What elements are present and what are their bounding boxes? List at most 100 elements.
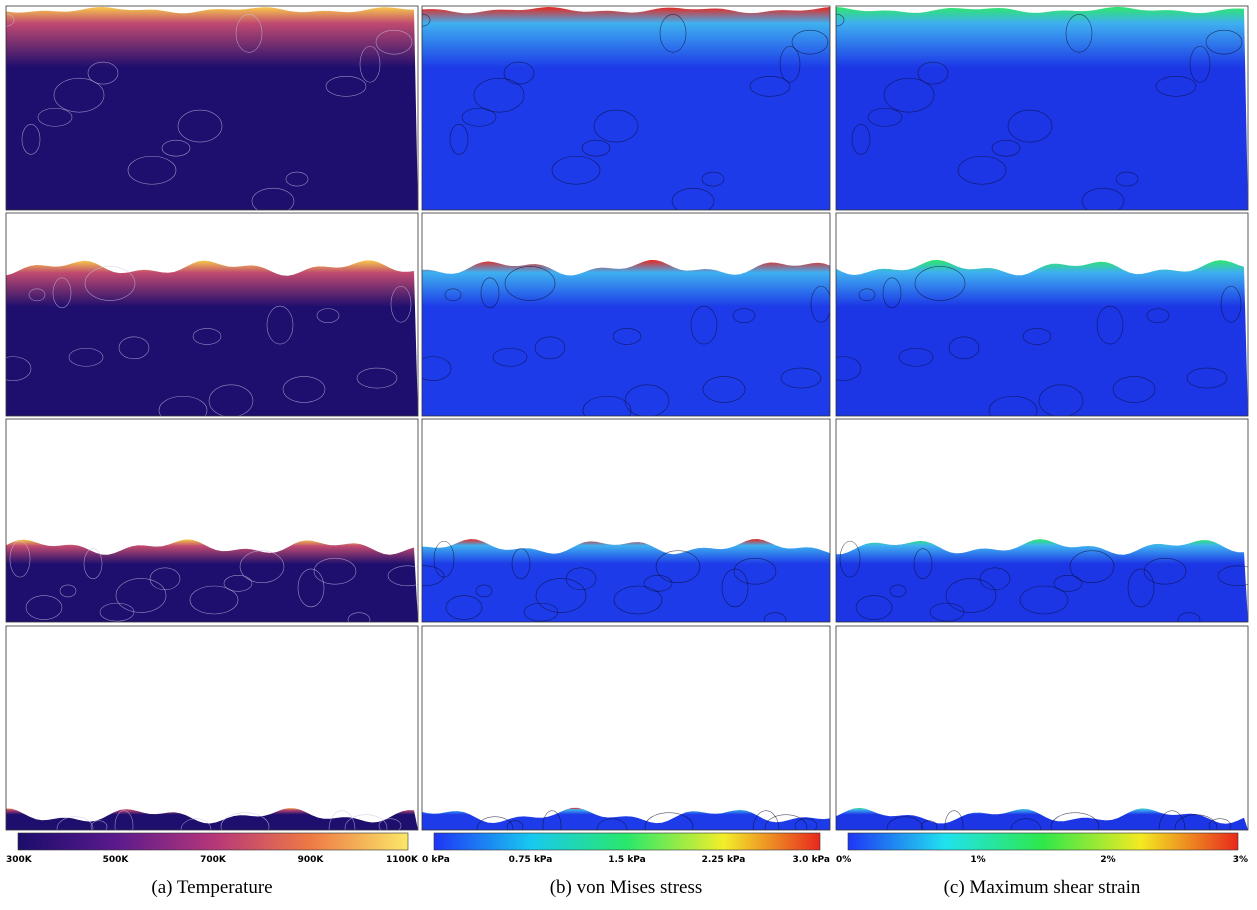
grain-boundary	[733, 557, 777, 585]
grain-boundary	[87, 61, 119, 85]
grain-boundary	[917, 61, 949, 85]
grain-boundary	[763, 612, 787, 622]
panel-frame	[421, 5, 831, 211]
panel-frame	[5, 212, 419, 417]
grain-boundary	[836, 356, 862, 381]
panel-frame	[5, 418, 419, 623]
caption: (a) Temperature	[151, 877, 272, 898]
grain-boundary	[1069, 550, 1115, 583]
material	[6, 539, 418, 622]
grain-boundary	[297, 568, 325, 608]
grain-boundary	[1065, 14, 1093, 53]
grain-boundary	[37, 107, 73, 127]
grain-boundary	[316, 308, 340, 323]
material	[422, 807, 830, 830]
grain-boundary	[1038, 384, 1084, 416]
panel	[422, 260, 830, 416]
grain-boundary	[593, 109, 639, 143]
grain-boundary	[158, 395, 208, 416]
colorbar-tick-label: 2%	[1100, 855, 1115, 865]
grain-boundary	[1007, 109, 1053, 143]
grain-boundary	[839, 540, 861, 578]
grain-boundary	[1112, 376, 1156, 403]
grain-boundary	[1177, 612, 1201, 622]
grain-boundary	[1205, 29, 1243, 55]
material	[836, 539, 1248, 622]
grain-boundary	[1127, 568, 1155, 608]
grain-boundary	[659, 14, 687, 53]
grain-boundary	[506, 820, 524, 830]
grain-boundary	[390, 285, 412, 323]
grain-boundary	[1217, 565, 1248, 587]
grain-boundary	[535, 578, 587, 613]
material	[836, 6, 1248, 210]
grain-boundary	[28, 288, 46, 302]
panel	[422, 7, 830, 210]
grain-boundary	[979, 567, 1011, 591]
grain-boundary	[749, 76, 791, 97]
colorbar	[847, 832, 1239, 851]
panel	[836, 6, 1248, 210]
panel-frame	[5, 625, 419, 831]
grain-boundary	[251, 187, 295, 210]
grain-boundary	[9, 540, 31, 578]
grain-boundary	[325, 76, 367, 97]
grain-boundary	[945, 578, 997, 613]
panel	[836, 259, 1248, 416]
grain-boundary	[444, 288, 462, 302]
grain-boundary	[476, 816, 514, 830]
panel-frame	[835, 5, 1249, 211]
grain-boundary	[542, 810, 562, 830]
grain-boundary	[387, 565, 418, 587]
grain-boundary	[721, 568, 749, 608]
grain-boundary	[282, 376, 326, 403]
grain-boundary	[6, 13, 15, 27]
grain-boundary	[344, 814, 388, 830]
panel-frame	[835, 212, 1249, 417]
grain-boundary	[1022, 328, 1052, 345]
panel-frame	[835, 625, 1249, 831]
grain-boundary	[223, 575, 253, 592]
grain-boundary	[445, 595, 483, 620]
grain-boundary	[612, 328, 642, 345]
grain-boundary	[1186, 367, 1228, 389]
grain-boundary	[68, 347, 104, 367]
grain-boundary	[889, 584, 907, 598]
grain-boundary	[1189, 45, 1211, 83]
grain-boundary	[53, 77, 105, 113]
grain-boundary	[473, 77, 525, 113]
panel-frame	[421, 625, 831, 831]
colorbar	[17, 832, 409, 851]
grain-boundary	[375, 29, 413, 55]
grain-boundary	[794, 818, 818, 830]
grain-boundary	[732, 308, 756, 323]
panel	[6, 539, 418, 622]
grain-boundary	[1146, 308, 1170, 323]
grain-boundary	[492, 347, 528, 367]
grain-boundary	[475, 584, 493, 598]
grain-boundary	[239, 550, 285, 583]
colorbar-tick-label: 300K	[6, 855, 33, 865]
grain-boundary	[504, 266, 556, 301]
grain-boundary	[1220, 285, 1242, 323]
grain-boundary	[690, 305, 718, 345]
grain-boundary	[208, 384, 254, 416]
grain-boundary	[422, 356, 452, 381]
grain-boundary	[851, 124, 871, 155]
colorbar-tick-label: 3.0 kPa	[793, 855, 831, 865]
grain-boundary	[957, 155, 1007, 185]
grain-boundary	[149, 567, 181, 591]
colorbar	[433, 832, 821, 851]
grain-boundary	[920, 820, 938, 830]
grain-boundary	[613, 585, 663, 615]
grain-boundary	[671, 187, 715, 210]
colorbar-tick-label: 700K	[200, 855, 227, 865]
grain-boundary	[582, 395, 632, 416]
grain-boundary	[764, 814, 808, 830]
grain-boundary	[523, 602, 559, 622]
caption: (c) Maximum shear strain	[944, 877, 1141, 898]
grain-boundary	[644, 812, 694, 830]
colorbar-tick-label: 3%	[1233, 855, 1248, 865]
material	[422, 260, 830, 416]
